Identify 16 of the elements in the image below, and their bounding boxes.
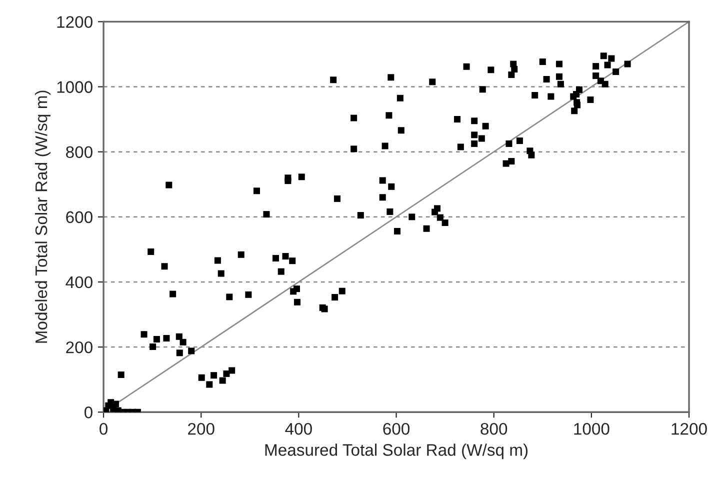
x-tick-label: 400	[285, 422, 312, 435]
y-tick-label: 600	[66, 211, 92, 224]
x-tick-label: 800	[480, 422, 508, 435]
y-axis-title: Modeled Total Solar Rad (W/sq m)	[34, 90, 50, 343]
y-tick-label: 1000	[57, 81, 92, 93]
x-tick-label: 1000	[574, 422, 610, 435]
y-tick-label: 0	[84, 406, 92, 418]
x-tick-label: 200	[188, 422, 214, 435]
x-axis-title: Measured Total Solar Rad (W/sq m)	[265, 444, 528, 460]
y-tick-label: 400	[66, 276, 92, 288]
x-tick-label: 0	[100, 422, 108, 435]
y-tick-label: 800	[66, 146, 92, 158]
x-tick-label: 600	[383, 422, 410, 435]
x-tick-label: 1200	[672, 422, 707, 435]
y-tick-label: 1200	[57, 16, 92, 28]
y-tick-label: 200	[66, 341, 92, 354]
